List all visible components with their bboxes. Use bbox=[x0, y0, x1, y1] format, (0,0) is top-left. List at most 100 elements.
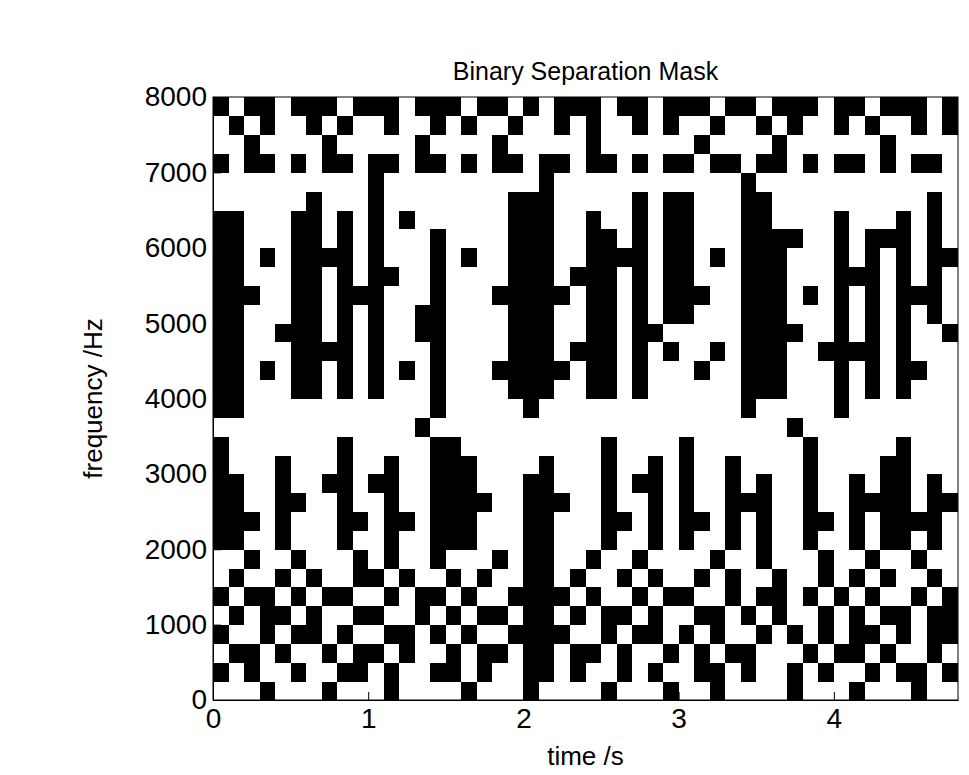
mask-cell bbox=[787, 229, 803, 248]
mask-cell bbox=[384, 342, 400, 361]
mask-cell bbox=[213, 116, 229, 135]
mask-cell bbox=[477, 549, 493, 568]
mask-cell bbox=[601, 417, 617, 436]
mask-cell bbox=[927, 512, 943, 531]
mask-cell bbox=[260, 417, 276, 436]
mask-cell bbox=[508, 530, 524, 549]
tick-mark bbox=[213, 700, 221, 701]
mask-cell bbox=[772, 662, 788, 681]
mask-cell bbox=[399, 681, 415, 700]
mask-cell bbox=[244, 342, 260, 361]
mask-cell bbox=[865, 455, 881, 474]
mask-cell bbox=[492, 455, 508, 474]
mask-cell bbox=[477, 135, 493, 154]
mask-cell bbox=[911, 285, 927, 304]
mask-cell bbox=[337, 530, 353, 549]
tick: 3000 bbox=[145, 458, 221, 489]
mask-cell bbox=[787, 455, 803, 474]
mask-cell bbox=[353, 361, 369, 380]
mask-cell bbox=[911, 399, 927, 418]
mask-cell bbox=[477, 417, 493, 436]
mask-cell bbox=[244, 662, 260, 681]
mask-cell bbox=[803, 587, 819, 606]
mask-cell bbox=[880, 135, 896, 154]
mask-cell bbox=[756, 474, 772, 493]
mask-cell bbox=[756, 97, 772, 116]
mask-cell bbox=[601, 493, 617, 512]
mask-cell bbox=[368, 191, 384, 210]
mask-cell bbox=[710, 587, 726, 606]
mask-cell bbox=[942, 191, 958, 210]
mask-cell bbox=[275, 587, 291, 606]
mask-cell bbox=[756, 493, 772, 512]
mask-cell bbox=[725, 568, 741, 587]
mask-cell bbox=[632, 606, 648, 625]
mask-cell bbox=[415, 417, 431, 436]
mask-cell bbox=[570, 512, 586, 531]
mask-cell bbox=[353, 681, 369, 700]
mask-cell bbox=[834, 135, 850, 154]
mask-cell bbox=[787, 323, 803, 342]
mask-cell bbox=[229, 681, 245, 700]
mask-cell bbox=[617, 116, 633, 135]
mask-cell bbox=[306, 643, 322, 662]
mask-cell bbox=[710, 229, 726, 248]
mask-cell bbox=[539, 172, 555, 191]
mask-cell bbox=[725, 455, 741, 474]
mask-cell bbox=[399, 210, 415, 229]
mask-cell bbox=[663, 304, 679, 323]
mask-cell bbox=[818, 229, 834, 248]
mask-cell bbox=[694, 568, 710, 587]
mask-cell bbox=[554, 361, 570, 380]
mask-cell bbox=[260, 135, 276, 154]
mask-cell bbox=[275, 116, 291, 135]
mask-cell bbox=[880, 568, 896, 587]
mask-cell bbox=[663, 361, 679, 380]
mask-cell bbox=[337, 97, 353, 116]
mask-cell bbox=[461, 191, 477, 210]
mask-cell bbox=[803, 530, 819, 549]
mask-cell bbox=[586, 323, 602, 342]
mask-cell bbox=[710, 361, 726, 380]
mask-cell bbox=[818, 304, 834, 323]
mask-cell bbox=[896, 97, 912, 116]
mask-cell bbox=[430, 530, 446, 549]
mask-cell bbox=[244, 135, 260, 154]
mask-cell bbox=[586, 512, 602, 531]
mask-cell bbox=[399, 229, 415, 248]
mask-cell bbox=[539, 229, 555, 248]
mask-cell bbox=[818, 436, 834, 455]
mask-cell bbox=[322, 248, 338, 267]
mask-cell bbox=[648, 97, 664, 116]
mask-cell bbox=[586, 455, 602, 474]
mask-cell bbox=[834, 587, 850, 606]
mask-cell bbox=[942, 267, 958, 286]
mask-cell bbox=[353, 172, 369, 191]
mask-cell bbox=[725, 361, 741, 380]
mask-cell bbox=[803, 135, 819, 154]
mask-cell bbox=[229, 154, 245, 173]
mask-cell bbox=[523, 606, 539, 625]
mask-cell bbox=[570, 662, 586, 681]
mask-cell bbox=[663, 474, 679, 493]
mask-cell bbox=[492, 643, 508, 662]
mask-cell bbox=[632, 380, 648, 399]
mask-cell bbox=[260, 361, 276, 380]
mask-cell bbox=[244, 512, 260, 531]
mask-cell bbox=[275, 436, 291, 455]
mask-cell bbox=[787, 436, 803, 455]
mask-cell bbox=[415, 530, 431, 549]
mask-cell bbox=[586, 493, 602, 512]
mask-cell bbox=[477, 493, 493, 512]
mask-cell bbox=[260, 512, 276, 531]
mask-cell bbox=[617, 549, 633, 568]
tick-mark bbox=[213, 549, 221, 550]
mask-cell bbox=[384, 210, 400, 229]
mask-cell bbox=[461, 474, 477, 493]
mask-cell bbox=[741, 380, 757, 399]
mask-cell bbox=[880, 342, 896, 361]
mask-cell bbox=[942, 587, 958, 606]
mask-cell bbox=[384, 323, 400, 342]
mask-cell bbox=[523, 361, 539, 380]
mask-cell bbox=[632, 643, 648, 662]
